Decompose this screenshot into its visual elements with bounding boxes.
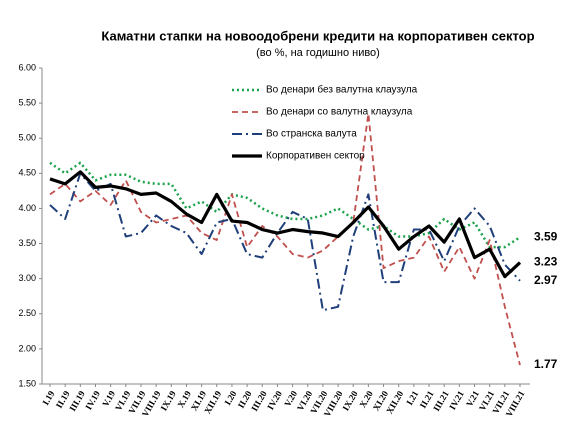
end-value-label: 2.97 [534, 273, 558, 287]
x-tick-label: IX.19 [159, 389, 179, 413]
x-tick-label: III.21 [431, 389, 451, 413]
line-series [49, 172, 521, 312]
y-tick-label: 2.00 [18, 343, 36, 353]
y-tick-label: 2.50 [18, 308, 36, 318]
line-series [49, 112, 521, 366]
x-tick-label: IV.21 [447, 389, 466, 412]
y-tick-label: 1.50 [18, 378, 36, 388]
y-tick-label: 5.50 [18, 97, 36, 107]
y-tick-label: 3.00 [18, 273, 36, 283]
x-tick-label: IX.20 [340, 389, 360, 413]
x-tick-label: III.20 [249, 389, 269, 413]
y-tick-label: 4.00 [18, 203, 36, 213]
chart-title: Каматни стапки на новоодобрени кредити н… [101, 28, 534, 43]
y-tick-label: 6.00 [18, 62, 36, 72]
x-tick-label: IV.19 [83, 389, 102, 412]
line-series [49, 170, 522, 279]
legend-label: Корпоративен сектор [266, 151, 365, 162]
x-tick-label: IV.20 [265, 389, 284, 412]
y-tick-label: 5.00 [18, 133, 36, 143]
y-tick-label: 4.50 [18, 168, 36, 178]
end-value-label: 3.59 [534, 229, 558, 243]
x-tick-label: III.19 [67, 389, 87, 413]
legend-label: Во денари со валутна клаузула [266, 107, 413, 118]
y-tick-label: 3.50 [18, 238, 36, 248]
legend-label: Во денари без валутна клаузула [266, 84, 418, 96]
legend-label: Во странска валута [266, 129, 357, 140]
end-value-label: 3.23 [534, 255, 558, 269]
end-value-label: 1.77 [534, 357, 558, 371]
chart-subtitle: (во %, на годишно ниво) [256, 47, 380, 59]
